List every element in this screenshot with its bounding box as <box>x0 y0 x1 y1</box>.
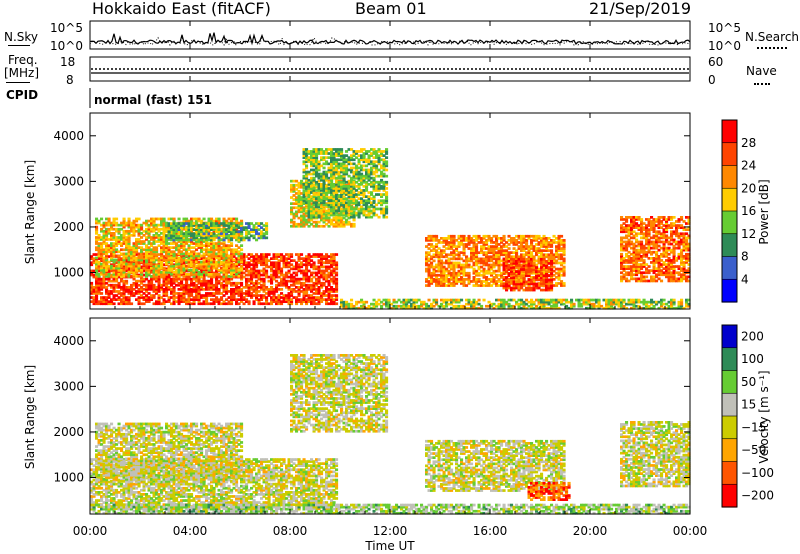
cpid-label: CPID <box>6 88 39 102</box>
colorbar-tick-label: 12 <box>741 227 756 241</box>
freq-ytick-top: 18 <box>60 55 75 69</box>
noise-ytick-bottom: 10^0 <box>50 39 83 53</box>
nsky-label: N.Sky <box>4 30 39 44</box>
colorbar-tick-label: 8 <box>741 250 749 264</box>
xtick-label: 00:00 <box>673 524 708 538</box>
colorbar-tick-label: −50 <box>741 443 766 457</box>
colorbar-swatch <box>722 233 737 258</box>
beam-label: Beam 01 <box>355 0 427 18</box>
colorbar-swatch <box>722 393 737 417</box>
date-label: 21/Sep/2019 <box>589 0 692 18</box>
ytick-label: 1000 <box>53 471 84 485</box>
colorbar-swatch <box>722 165 737 189</box>
colorbar-swatch <box>722 211 737 235</box>
colorbar-tick-label: 16 <box>741 204 756 218</box>
nsearch-trace <box>89 34 691 46</box>
power-region-4 <box>302 148 389 219</box>
nsearch-legend-line <box>757 47 787 49</box>
ytick-label: 3000 <box>53 174 84 188</box>
velocity-ylabel: Slant Range [km] <box>23 365 37 469</box>
power-region-8 <box>340 298 691 310</box>
colorbar-tick-label: −100 <box>741 466 774 480</box>
freq-legend-line <box>6 82 30 83</box>
velocity-region-5 <box>620 421 691 488</box>
velocity-yaxis: 1000 2000 3000 4000 <box>53 334 690 485</box>
ytick-label: 4000 <box>53 334 84 348</box>
power-data <box>90 148 691 310</box>
freq-panel: 18 8 60 0 <box>60 55 723 87</box>
velocity-colorbar-label: Velocity [m s⁻¹] <box>757 370 771 463</box>
ytick-label: 1000 <box>53 266 84 280</box>
xtick-label: 12:00 <box>373 524 408 538</box>
colorbar-swatch <box>722 142 737 167</box>
ytick-label: 4000 <box>53 129 84 143</box>
noise-ytick-top-right: 10^5 <box>708 21 741 35</box>
freq-ytick-bottom: 8 <box>66 73 74 87</box>
colorbar-swatch <box>722 188 737 212</box>
nave-label: Nave <box>746 64 777 78</box>
colorbar-tick-label: 100 <box>741 352 764 366</box>
power-region-5 <box>425 234 566 287</box>
power-region-2 <box>165 222 269 242</box>
colorbar-tick-label: −200 <box>741 489 774 503</box>
nave-ytick-top: 60 <box>708 55 723 69</box>
cpid-text: normal (fast) 151 <box>94 93 212 107</box>
noise-panel: 10^5 10^0 10^5 10^0 <box>50 20 741 53</box>
power-ylabel: Slant Range [km] <box>23 160 37 264</box>
colorbar-tick-label: 15 <box>741 398 756 412</box>
colorbar-swatch <box>722 484 737 508</box>
xtick-label: 20:00 <box>573 524 608 538</box>
freq-unit-label: [MHz] <box>4 66 40 80</box>
colorbar-tick-label: 50 <box>741 375 756 389</box>
nsearch-label: N.Search <box>745 30 800 44</box>
plot-title: Hokkaido East (fitACF) <box>92 0 271 18</box>
noise-ytick-bottom-right: 10^0 <box>708 39 741 53</box>
colorbar-tick-label: 200 <box>741 329 764 343</box>
ytick-label: 3000 <box>53 379 84 393</box>
time-axis: 00:00 04:00 08:00 12:00 16:00 20:00 00:00 <box>73 21 708 538</box>
velocity-colorbar: 200 100 50 15 −15 −50 −100 −200 <box>721 324 774 508</box>
nsky-legend-line <box>8 45 30 46</box>
xtick-label: 16:00 <box>473 524 508 538</box>
power-yaxis: 1000 2000 3000 4000 <box>53 129 690 280</box>
colorbar-swatch <box>722 461 737 485</box>
velocity-region-2 <box>290 354 389 433</box>
noise-ytick-top: 10^5 <box>50 21 83 35</box>
xtick-label: 00:00 <box>73 524 108 538</box>
time-axis-label: Time UT <box>364 539 415 553</box>
velocity-data <box>90 354 691 515</box>
power-region-0 <box>90 253 339 306</box>
colorbar-swatch <box>722 347 737 372</box>
colorbar-swatch <box>722 256 737 280</box>
colorbar-tick-label: 24 <box>741 159 756 173</box>
xtick-label: 08:00 <box>273 524 308 538</box>
colorbar-swatch <box>722 325 737 349</box>
xtick-label: 04:00 <box>173 524 208 538</box>
nave-ytick-bottom: 0 <box>708 73 716 87</box>
power-region-7 <box>620 216 691 283</box>
cpid-panel: normal (fast) 151 <box>89 88 212 108</box>
power-panel: 1000 2000 3000 4000 Slant Range [km] 4 8 12 16… <box>23 112 771 310</box>
power-colorbar: 4 8 12 16 20 24 28 <box>721 119 756 303</box>
ytick-label: 2000 <box>53 425 84 439</box>
colorbar-swatch <box>722 120 737 144</box>
power-colorbar-label: Power [dB] <box>757 179 771 244</box>
ytick-label: 2000 <box>53 220 84 234</box>
velocity-panel: 1000 2000 3000 4000 Slant Range [km] 200 100… <box>23 317 774 515</box>
power-region-6 <box>502 257 554 292</box>
velocity-region-4 <box>527 481 571 501</box>
colorbar-swatch <box>722 370 737 394</box>
colorbar-swatch <box>722 438 737 463</box>
colorbar-tick-label: 20 <box>741 181 756 195</box>
velocity-region-6 <box>90 503 691 515</box>
nave-legend-line <box>754 83 770 85</box>
freq-label: Freq. <box>8 53 38 67</box>
velocity-region-1 <box>95 422 244 483</box>
colorbar-tick-label: −15 <box>741 420 766 434</box>
colorbar-swatch <box>722 416 737 440</box>
colorbar-tick-label: 28 <box>741 136 756 150</box>
colorbar-swatch <box>722 279 737 303</box>
colorbar-tick-label: 4 <box>741 272 749 286</box>
